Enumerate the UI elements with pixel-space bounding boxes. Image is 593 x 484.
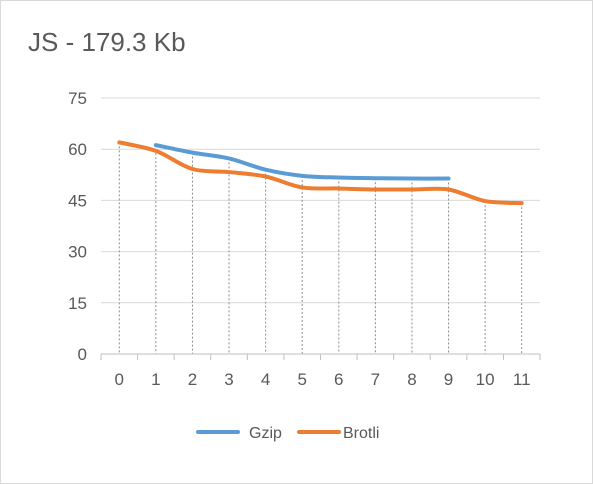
legend-label-brotli: Brotli [343,425,379,442]
legend-label-gzip: Gzip [249,425,282,442]
x-tick-label: 0 [115,370,124,389]
series-lines [117,140,524,206]
x-tick-label: 4 [261,370,270,389]
axes [100,353,541,360]
y-tick-label: 60 [68,140,87,159]
drop-lines [118,142,523,354]
chart-title: JS - 179.3 Kb [28,27,186,57]
y-tick-label: 75 [68,89,87,108]
series-line-brotli [117,140,524,206]
legend: Gzip Brotli [196,425,379,442]
x-tick-label: 7 [371,370,380,389]
x-tick-label: 5 [297,370,306,389]
x-tick-label: 8 [407,370,416,389]
y-tick-label: 45 [68,191,87,210]
x-tick-label: 2 [188,370,197,389]
y-tick-labels: 0 15 30 45 60 75 [68,89,87,364]
x-tick-label: 10 [476,370,495,389]
x-tick-labels: 0 1 2 3 4 5 6 7 8 9 10 11 [115,370,531,389]
series-line-gzip [153,143,451,181]
x-tick-label: 6 [334,370,343,389]
y-tick-label: 0 [78,345,87,364]
gridlines [101,97,540,304]
x-tick-label: 1 [151,370,160,389]
y-tick-label: 15 [68,294,87,313]
y-tick-label: 30 [68,243,87,262]
x-tick-label: 11 [513,370,531,389]
x-tick-label: 9 [444,370,453,389]
x-tick-label: 3 [224,370,233,389]
